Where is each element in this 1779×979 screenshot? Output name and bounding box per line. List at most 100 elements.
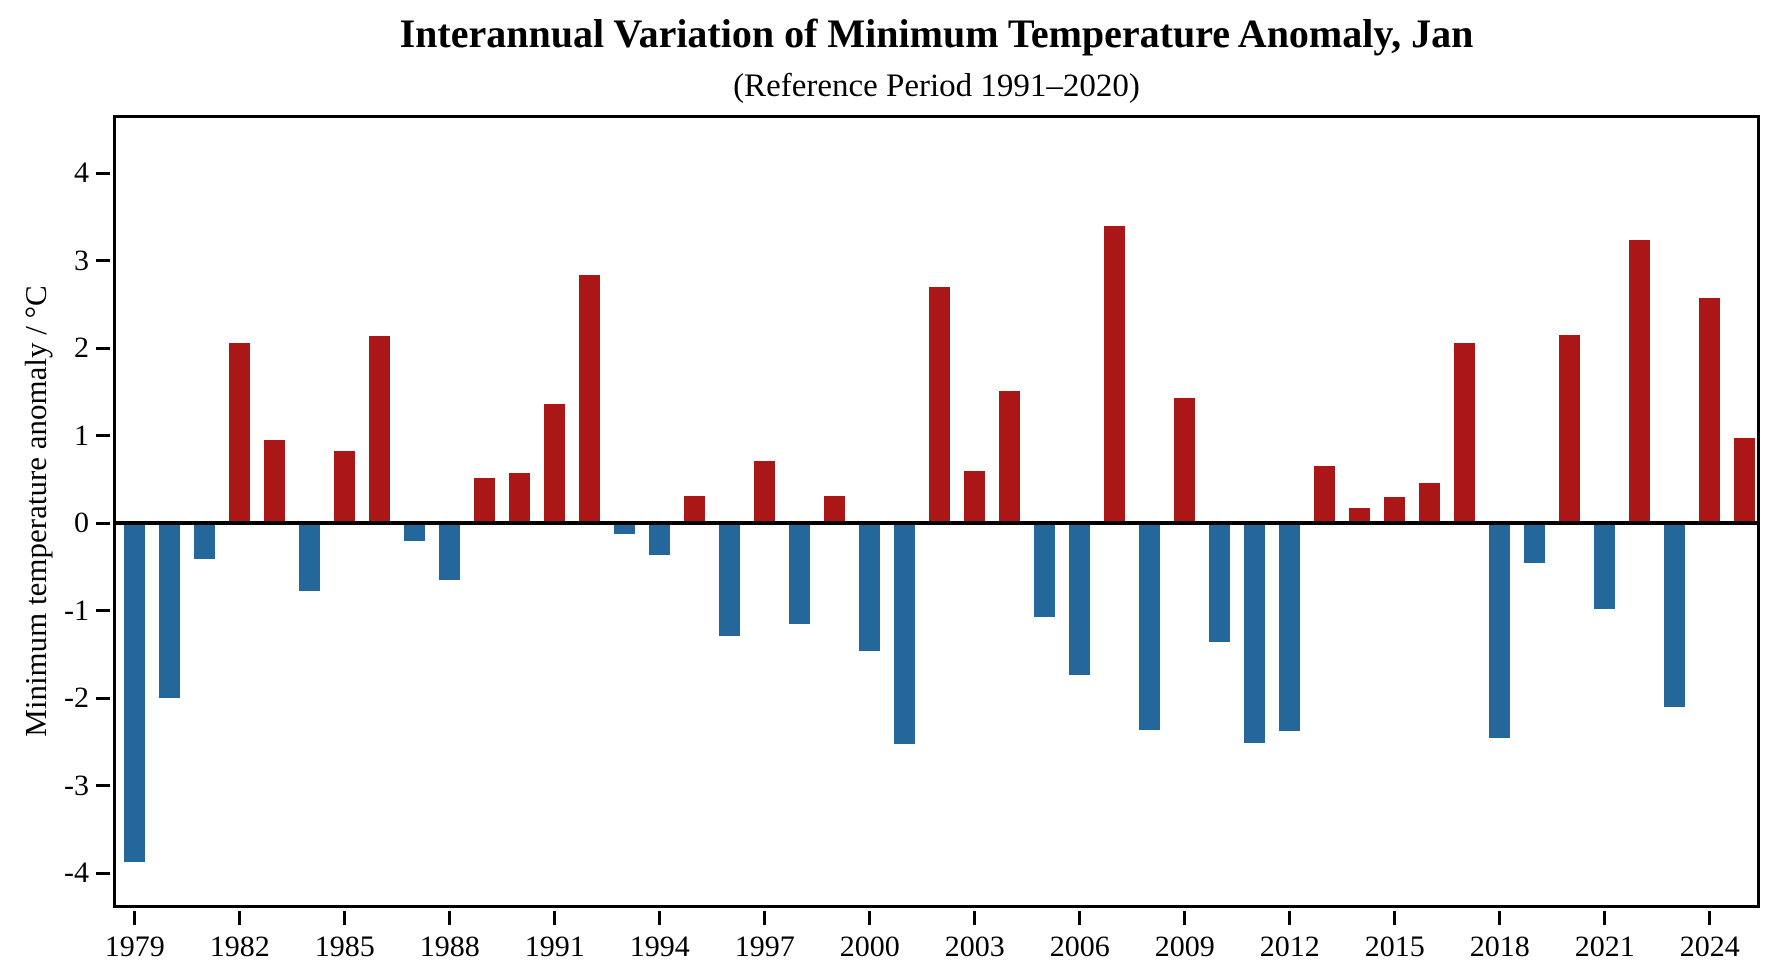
x-tick-mark-2021: [1603, 911, 1607, 925]
y-tick-label-0: 0: [74, 506, 89, 539]
chart-title: Interannual Variation of Minimum Tempera…: [399, 11, 1474, 56]
y-tick-mark--1: [96, 609, 110, 612]
bar-2004: [999, 390, 1021, 523]
x-tick-label-1979: 1979: [104, 930, 165, 963]
bar-2023: [1664, 523, 1686, 707]
bar-1998: [789, 523, 811, 624]
plot-area: 4 3 2 1 0 -1 -2 -3 -4 1979 1982 1985 1988 1991 1994 199…: [64, 115, 1760, 963]
bar-2011: [1244, 523, 1266, 743]
x-tick-mark-2015: [1393, 911, 1397, 925]
bar-2009: [1174, 397, 1196, 523]
y-tick-mark-2: [96, 346, 110, 350]
bar-2012: [1279, 523, 1301, 732]
x-tick-label-1988: 1988: [419, 930, 480, 963]
x-tick-label-2015: 2015: [1364, 930, 1425, 963]
bar-1993: [614, 523, 636, 535]
x-tick-label-2018: 2018: [1469, 930, 1530, 963]
bar-1995: [684, 495, 706, 523]
x-tick-mark-2009: [1183, 911, 1187, 925]
bar-2010: [1209, 523, 1231, 642]
bar-1987: [404, 523, 426, 542]
y-tick-mark--2: [96, 696, 110, 700]
y-tick-label-2: 2: [74, 331, 89, 364]
x-tick-label-1982: 1982: [209, 930, 270, 963]
y-tick-label--2: -2: [64, 681, 89, 714]
bar-2015: [1384, 496, 1406, 523]
bar-2001: [894, 523, 916, 744]
y-tick-mark-3: [96, 259, 110, 262]
bar-2020: [1559, 334, 1581, 523]
y-tick-label-3: 3: [74, 243, 89, 277]
bar-1997: [754, 460, 776, 523]
bar-1990: [509, 473, 531, 523]
bar-1991: [544, 404, 566, 523]
x-tick-label-1991: 1991: [524, 930, 585, 963]
x-tick-label-2000: 2000: [839, 930, 900, 963]
x-tick-label-2009: 2009: [1154, 930, 1215, 963]
bar-2017: [1454, 342, 1476, 523]
bar-1996: [719, 523, 741, 636]
x-tick-label-1985: 1985: [314, 930, 375, 963]
x-tick-mark-1985: [343, 911, 347, 925]
x-tick-label-2003: 2003: [944, 930, 1005, 963]
bar-1999: [824, 495, 846, 523]
bar-1986: [369, 335, 391, 523]
x-tick-label-1997: 1997: [734, 930, 795, 963]
y-tick-mark-4: [96, 171, 110, 175]
x-tick-mark-1982: [238, 911, 242, 925]
x-tick-mark-2003: [973, 911, 977, 925]
bar-2008: [1139, 523, 1161, 730]
y-tick-label--4: -4: [64, 856, 89, 889]
bar-1988: [439, 523, 461, 580]
bar-2002: [929, 286, 951, 523]
bar-2025: [1734, 438, 1756, 523]
x-tick-mark-2012: [1288, 911, 1292, 925]
x-tick-label-2024: 2024: [1679, 930, 1740, 963]
bar-2003: [964, 471, 986, 523]
bar-1994: [649, 523, 671, 555]
x-tick-label-1994: 1994: [629, 930, 690, 963]
bar-2021: [1594, 523, 1616, 609]
bar-1989: [474, 477, 496, 523]
bar-2000: [859, 523, 881, 651]
bar-2006: [1069, 523, 1091, 676]
x-tick-mark-1991: [553, 911, 557, 925]
x-tick-mark-1994: [658, 911, 662, 925]
y-tick-label--1: -1: [64, 593, 89, 627]
x-tick-mark-1988: [448, 911, 452, 925]
x-tick-mark-2024: [1708, 911, 1712, 925]
y-tick-label-4: 4: [74, 156, 89, 189]
x-tick-mark-2018: [1498, 911, 1502, 925]
x-tick-mark-1997: [763, 911, 767, 925]
y-tick-mark--4: [96, 871, 110, 875]
x-tick-mark-2006: [1078, 911, 1082, 925]
bar-1983: [264, 439, 286, 523]
bar-2018: [1489, 523, 1511, 739]
bar-2007: [1104, 225, 1126, 523]
bar-1979: [124, 523, 146, 862]
bar-2014: [1349, 508, 1371, 523]
bar-1985: [334, 451, 356, 523]
bar-1981: [194, 523, 216, 559]
bar-2019: [1524, 523, 1546, 564]
x-tick-label-2012: 2012: [1259, 930, 1320, 963]
y-tick-mark-0: [96, 521, 110, 525]
x-tick-mark-2000: [868, 911, 872, 925]
y-tick-mark-1: [96, 434, 110, 437]
bar-2024: [1699, 298, 1721, 523]
y-tick-mark--3: [96, 784, 110, 787]
bar-1980: [159, 523, 181, 698]
x-tick-mark-1979: [133, 911, 137, 925]
x-tick-label-2021: 2021: [1574, 930, 1635, 963]
bar-1984: [299, 523, 321, 592]
x-tick-label-2006: 2006: [1049, 930, 1110, 963]
y-tick-label-1: 1: [74, 418, 89, 452]
bar-2013: [1314, 466, 1336, 523]
zero-axis-line: [116, 521, 1757, 525]
bar-1982: [229, 342, 251, 523]
chart-subtitle: (Reference Period 1991–2020): [733, 68, 1140, 104]
bar-2005: [1034, 523, 1056, 617]
y-tick-label--3: -3: [64, 768, 89, 802]
bar-2022: [1629, 240, 1651, 523]
